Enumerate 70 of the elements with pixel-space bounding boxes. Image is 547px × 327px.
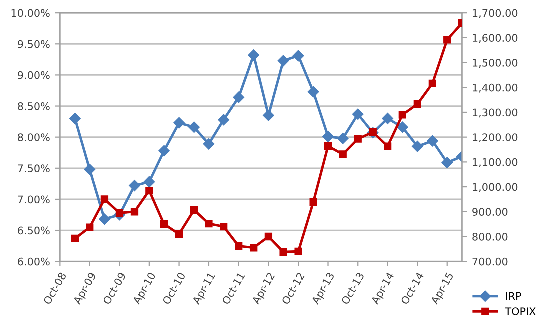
y2-tick-label: 1,500.00	[473, 59, 518, 68]
point	[233, 92, 244, 104]
y-tick-label: 10.00%	[12, 9, 50, 18]
y2-tick-label: 1,100.00	[473, 158, 518, 168]
point	[235, 242, 243, 250]
point	[427, 135, 438, 147]
point	[412, 141, 424, 152]
point	[324, 142, 332, 150]
point	[384, 142, 392, 150]
point	[146, 186, 154, 195]
point	[130, 208, 139, 216]
point	[220, 222, 228, 231]
y2-tick-label: 800.00	[472, 232, 508, 241]
y-tick-label: 7.50%	[18, 164, 50, 173]
point	[428, 80, 436, 88]
point	[337, 132, 349, 144]
y2-tick-label: 1,700.00	[473, 9, 518, 18]
y2-tick-label: 900.00	[472, 208, 508, 216]
legend-label: IRP	[506, 292, 522, 300]
point	[339, 150, 347, 158]
point	[322, 131, 334, 142]
point	[99, 214, 110, 225]
y2-tick-label: 1,300.00	[473, 108, 518, 118]
point	[188, 122, 200, 134]
point	[160, 220, 168, 228]
point	[264, 232, 273, 241]
point	[129, 180, 140, 192]
point	[86, 224, 94, 232]
point	[71, 234, 79, 243]
y2-tick-label: 1,200.00	[473, 134, 518, 143]
point	[190, 206, 198, 214]
point	[310, 198, 318, 206]
y-tick-label: 9.00%	[18, 71, 50, 80]
point	[442, 157, 453, 168]
point	[352, 108, 364, 120]
point	[414, 100, 422, 108]
point	[84, 164, 96, 176]
y2-tick-label: 1,600.00	[473, 34, 518, 44]
y-tick-label: 8.00%	[18, 134, 50, 142]
y-tick-label: 9.50%	[18, 40, 50, 48]
point	[263, 110, 274, 122]
legend-label: TOPIX	[505, 308, 536, 316]
y2-tick-label: 1,400.00	[473, 84, 518, 93]
point	[218, 114, 230, 126]
y2-tick-label: 1,000.00	[473, 183, 518, 192]
point	[280, 248, 288, 256]
point	[382, 113, 394, 124]
point	[248, 50, 260, 61]
point	[308, 86, 320, 98]
point	[158, 145, 170, 157]
y2-tick-label: 700.00	[472, 258, 508, 266]
point	[250, 244, 258, 252]
point	[70, 113, 81, 124]
point	[398, 111, 406, 119]
y-tick-label: 8.50%	[18, 102, 50, 110]
point	[278, 55, 290, 67]
point	[174, 117, 185, 129]
point	[175, 230, 184, 238]
point	[292, 50, 304, 62]
point	[144, 176, 156, 188]
point	[397, 122, 408, 134]
point	[203, 138, 215, 150]
y-tick-label: 7.00%	[18, 196, 50, 204]
point	[294, 248, 302, 256]
point	[444, 36, 452, 44]
y-tick-label: 6.00%	[18, 258, 50, 266]
point	[100, 196, 109, 204]
y-tick-label: 6.50%	[18, 226, 50, 235]
point	[205, 220, 213, 228]
point	[354, 135, 362, 143]
